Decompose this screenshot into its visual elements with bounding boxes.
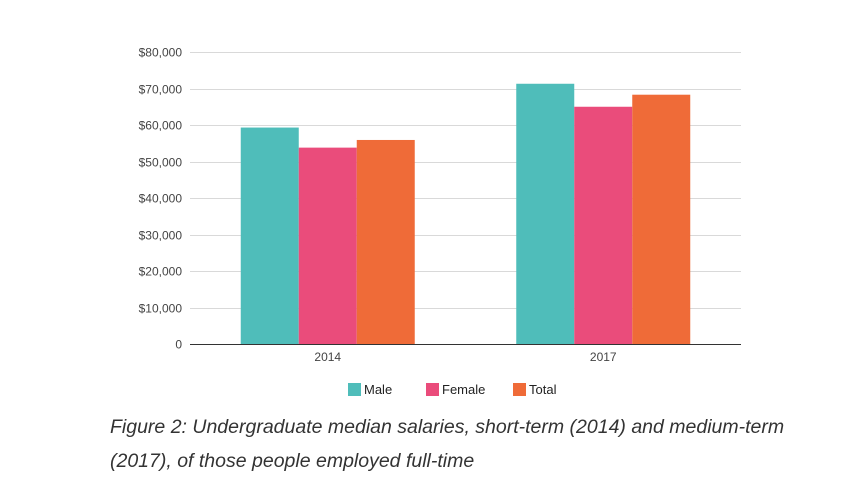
y-tick-label: $30,000 [139, 229, 183, 243]
y-tick-label: $20,000 [139, 265, 183, 279]
salary-bar-chart: 0 $10,000 $20,000 $30,000 $40,000 $50,000 $60,… [139, 46, 741, 397]
bar-female-2014 [298, 147, 357, 344]
y-tick-label: $50,000 [139, 156, 183, 170]
y-tick-label: $60,000 [139, 119, 183, 133]
x-axis-ticks: 2014 2017 [314, 350, 617, 364]
legend-label-total: Total [529, 382, 557, 397]
legend: Male Female Total [348, 382, 557, 397]
bar-male-2017 [516, 83, 575, 344]
figure-caption: Figure 2: Undergraduate median salaries,… [110, 416, 785, 472]
bar-total-2017 [632, 94, 691, 344]
x-tick-label: 2017 [590, 350, 617, 364]
bar-female-2017 [574, 106, 633, 344]
y-axis-ticks: 0 $10,000 $20,000 $30,000 $40,000 $50,000 $60,… [139, 46, 183, 352]
legend-label-male: Male [364, 382, 392, 397]
bar-total-2014 [356, 139, 415, 344]
legend-swatch-total [513, 383, 526, 396]
legend-swatch-female [426, 383, 439, 396]
bars [240, 83, 691, 345]
x-tick-label: 2014 [314, 350, 341, 364]
legend-label-female: Female [442, 382, 485, 397]
y-tick-label: 0 [175, 338, 182, 352]
y-tick-label: $80,000 [139, 46, 183, 60]
y-tick-label: $70,000 [139, 83, 183, 97]
legend-swatch-male [348, 383, 361, 396]
y-tick-label: $40,000 [139, 192, 183, 206]
y-tick-label: $10,000 [139, 302, 183, 316]
bar-male-2014 [240, 127, 299, 345]
